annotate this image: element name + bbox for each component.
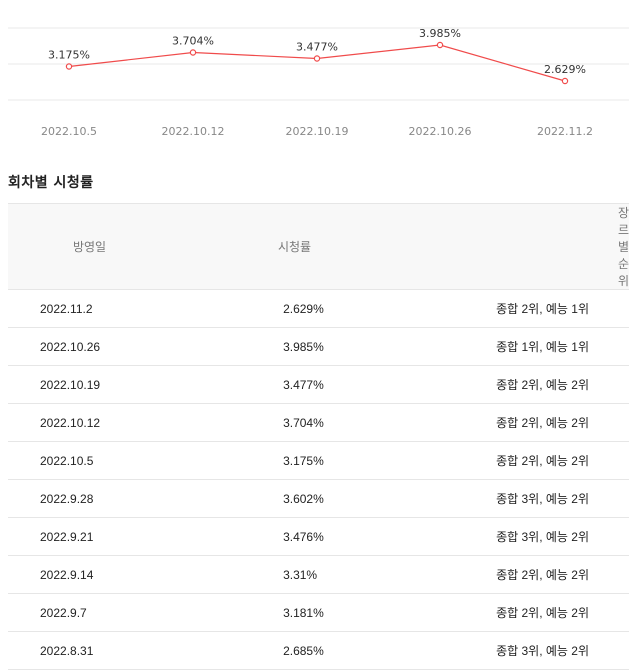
row-rank: 종합 1위, 예능 1위 bbox=[417, 327, 629, 366]
row-date: 2022.9.21 bbox=[8, 517, 172, 556]
table-row: 2022.11.2 2.629% 종합 2위, 예능 1위 bbox=[8, 289, 629, 328]
row-date: 2022.8.31 bbox=[8, 631, 172, 670]
row-rating: 3.175% bbox=[171, 441, 418, 480]
row-rank: 종합 2위, 예능 1위 bbox=[417, 289, 629, 328]
row-date: 2022.11.2 bbox=[8, 289, 172, 328]
table-row: 2022.10.12 3.704% 종합 2위, 예능 2위 bbox=[8, 403, 629, 442]
row-rating: 3.704% bbox=[171, 403, 418, 442]
row-rank: 종합 3위, 예능 2위 bbox=[417, 517, 629, 556]
table-row: 2022.9.14 3.31% 종합 2위, 예능 2위 bbox=[8, 555, 629, 594]
row-date: 2022.9.14 bbox=[8, 555, 172, 594]
episode-ratings-table: 방영일 시청률 장르별순위 2022.11.2 2.629% 종합 2위, 예능 1… bbox=[8, 203, 629, 670]
row-rating: 3.477% bbox=[171, 365, 418, 404]
header-rank: 장르별순위 bbox=[417, 203, 629, 290]
x-tick-label: 2022.10.26 bbox=[409, 125, 472, 138]
table-body: 2022.11.2 2.629% 종합 2위, 예능 1위 2022.10.26 3.9… bbox=[8, 289, 629, 670]
table-row: 2022.9.21 3.476% 종합 3위, 예능 2위 bbox=[8, 517, 629, 556]
data-point[interactable] bbox=[189, 49, 197, 56]
header-rating: 시청률 bbox=[171, 203, 418, 290]
row-date: 2022.10.12 bbox=[8, 403, 172, 442]
row-rating: 3.31% bbox=[171, 555, 418, 594]
row-rating: 3.602% bbox=[171, 479, 418, 518]
chart-svg: 3.175% 2022.10.5 3.704% 2022.10.12 3.477% 202… bbox=[8, 27, 629, 138]
row-rating: 2.685% bbox=[171, 631, 418, 670]
table-row: 2022.9.7 3.181% 종합 2위, 예능 2위 bbox=[8, 593, 629, 632]
row-rank: 종합 2위, 예능 2위 bbox=[417, 441, 629, 480]
row-rating: 3.985% bbox=[171, 327, 418, 366]
row-rank: 종합 2위, 예능 2위 bbox=[417, 555, 629, 594]
row-date: 2022.10.19 bbox=[8, 365, 172, 404]
data-point[interactable] bbox=[65, 63, 73, 70]
data-point[interactable] bbox=[561, 77, 569, 85]
row-rank: 종합 2위, 예능 2위 bbox=[417, 403, 629, 442]
row-rank: 종합 3위, 예능 2위 bbox=[417, 479, 629, 518]
data-label: 3.985% bbox=[419, 27, 461, 40]
row-rating: 3.181% bbox=[171, 593, 418, 632]
row-date: 2022.9.28 bbox=[8, 479, 172, 518]
row-rating: 3.476% bbox=[171, 517, 418, 556]
row-date: 2022.10.5 bbox=[8, 441, 172, 480]
row-rank: 종합 2위, 예능 2위 bbox=[417, 365, 629, 404]
data-label: 3.175% bbox=[48, 49, 90, 62]
x-tick-label: 2022.10.5 bbox=[41, 125, 97, 138]
x-tick-label: 2022.11.2 bbox=[537, 125, 593, 138]
table-row: 2022.10.26 3.985% 종합 1위, 예능 1위 bbox=[8, 327, 629, 366]
data-point[interactable] bbox=[436, 41, 444, 49]
x-tick-label: 2022.10.12 bbox=[162, 125, 225, 138]
row-rating: 2.629% bbox=[171, 289, 418, 328]
data-point[interactable] bbox=[313, 55, 321, 62]
table-row: 2022.10.19 3.477% 종합 2위, 예능 2위 bbox=[8, 365, 629, 404]
row-rank: 종합 2위, 예능 2위 bbox=[417, 593, 629, 632]
table-row: 2022.10.5 3.175% 종합 2위, 예능 2위 bbox=[8, 441, 629, 480]
row-date: 2022.9.7 bbox=[8, 593, 172, 632]
table-row: 2022.8.31 2.685% 종합 3위, 예능 2위 bbox=[8, 631, 629, 670]
table-header-row: 방영일 시청률 장르별순위 bbox=[8, 203, 629, 290]
row-rank: 종합 3위, 예능 2위 bbox=[417, 631, 629, 670]
x-tick-label: 2022.10.19 bbox=[286, 125, 349, 138]
data-label: 3.704% bbox=[172, 35, 214, 48]
table-row: 2022.9.28 3.602% 종합 3위, 예능 2위 bbox=[8, 479, 629, 518]
data-label: 3.477% bbox=[296, 41, 338, 54]
ratings-line-chart: 3.175% 2022.10.5 3.704% 2022.10.12 3.477% 202… bbox=[0, 0, 631, 150]
section-title: 회차별 시청률 bbox=[8, 175, 94, 191]
row-date: 2022.10.26 bbox=[8, 327, 172, 366]
header-date: 방영일 bbox=[8, 203, 172, 290]
data-label: 2.629% bbox=[544, 63, 586, 76]
